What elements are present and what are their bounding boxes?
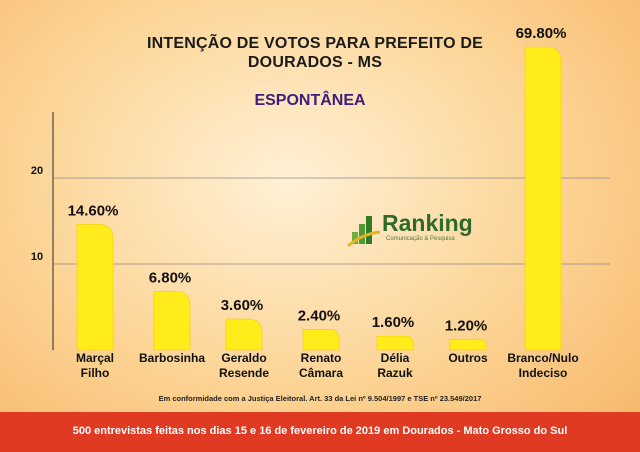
chart-subtitle: ESPONTÂNEA	[254, 92, 366, 109]
y-tick-label: 20	[31, 165, 43, 177]
ranking-logo: Ranking Comunicação & Pesquisa	[346, 208, 486, 252]
bar-value-label: 1.60%	[372, 314, 415, 331]
category-label: Branco/Nulo	[507, 351, 578, 365]
category-label: Barbosinha	[139, 351, 205, 365]
category-label: Indeciso	[519, 366, 568, 380]
bar	[376, 335, 414, 351]
ranking-logo-subtitle: Comunicação & Pesquisa	[386, 236, 455, 242]
bar	[302, 329, 340, 351]
chart-title: INTENÇÃO DE VOTOS PARA PREFEITO DE DOURA…	[146, 35, 484, 71]
bar-value-label: 69.80%	[516, 25, 567, 42]
bar-value-label: 1.20%	[445, 318, 488, 335]
ranking-logo-icon	[347, 216, 381, 248]
bar	[449, 339, 487, 351]
footer-banner: 500 entrevistas feitas nos dias 15 e 16 …	[0, 412, 640, 452]
category-label: Délia	[381, 351, 410, 365]
category-label: Outros	[448, 351, 488, 365]
category-label: Câmara	[299, 366, 343, 380]
category-label: Razuk	[377, 366, 413, 380]
category-label: Marçal	[76, 351, 114, 365]
bar	[76, 224, 114, 351]
category-label: Geraldo	[221, 351, 266, 365]
category-label: Resende	[219, 366, 269, 380]
bar	[524, 46, 562, 351]
bar-value-label: 2.40%	[298, 307, 341, 324]
bar-value-label: 6.80%	[149, 270, 192, 287]
bar	[225, 318, 263, 351]
category-label: Renato	[301, 351, 342, 365]
category-label: Filho	[81, 366, 110, 380]
bar	[153, 291, 191, 351]
ranking-logo-text: Ranking	[382, 210, 473, 236]
bar-value-label: 14.60%	[68, 202, 119, 219]
legal-note: Em conformidade com a Justiça Eleitoral.…	[158, 394, 482, 403]
bar-value-label: 3.60%	[221, 297, 264, 314]
y-tick-label: 10	[31, 251, 43, 263]
footer-text: 500 entrevistas feitas nos dias 15 e 16 …	[72, 425, 568, 437]
